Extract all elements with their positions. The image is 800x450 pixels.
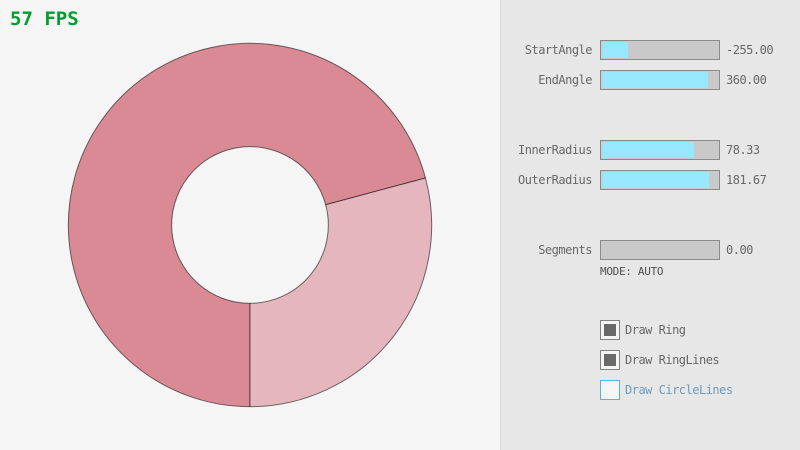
- draw-ringlines-label: Draw RingLines: [625, 353, 720, 367]
- outerradius-value: 181.67: [726, 173, 767, 187]
- draw-ring-checkbox[interactable]: [600, 320, 620, 340]
- draw-ring-label: Draw Ring: [625, 323, 686, 337]
- slider-label-segments: Segments: [538, 243, 592, 257]
- innerradius-slider-fill: [602, 142, 694, 158]
- endangle-slider[interactable]: [600, 70, 720, 90]
- draw-ringlines-checkbox[interactable]: [600, 350, 620, 370]
- slider-label-outerradius: OuterRadius: [518, 173, 592, 187]
- startangle-value: -255.00: [726, 43, 774, 57]
- checkmark: [604, 324, 616, 336]
- slider-label-innerradius: InnerRadius: [518, 143, 592, 157]
- segments-mode-label: MODE: AUTO: [600, 265, 664, 278]
- checkmark: [604, 354, 616, 366]
- ring-light-segment: [249, 177, 433, 408]
- fps-counter: 57 FPS: [10, 8, 79, 30]
- draw-circlelines-label: Draw CircleLines: [625, 383, 733, 397]
- slider-label-endangle: EndAngle: [538, 73, 592, 87]
- endangle-slider-fill: [602, 72, 708, 88]
- slider-label-startangle: StartAngle: [524, 43, 593, 57]
- endangle-value: 360.00: [726, 73, 767, 87]
- innerradius-slider[interactable]: [600, 140, 720, 160]
- startangle-slider[interactable]: [600, 40, 720, 60]
- segments-value: 0.00: [726, 243, 753, 257]
- draw-circlelines-checkbox[interactable]: [600, 380, 620, 400]
- segments-slider[interactable]: [600, 240, 720, 260]
- ring-dark-segment: [67, 42, 427, 408]
- innerradius-value: 78.33: [726, 143, 760, 157]
- outerradius-slider-fill: [602, 172, 709, 188]
- startangle-slider-fill: [602, 42, 628, 58]
- outerradius-slider[interactable]: [600, 170, 720, 190]
